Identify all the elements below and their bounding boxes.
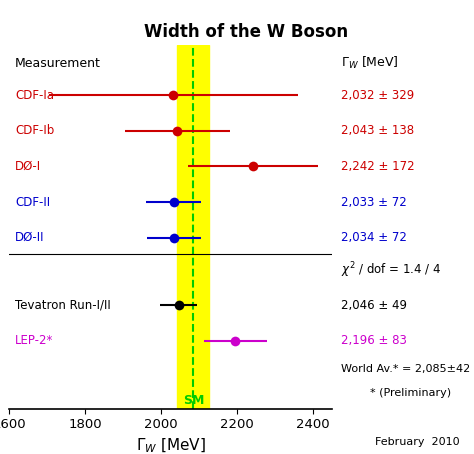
Text: DØ-II: DØ-II <box>15 231 45 244</box>
X-axis label: $\Gamma_W$ [MeV]: $\Gamma_W$ [MeV] <box>136 437 206 454</box>
Text: DØ-I: DØ-I <box>15 160 41 173</box>
Text: World Av.* = 2,085±42: World Av.* = 2,085±42 <box>341 365 471 375</box>
Text: February  2010: February 2010 <box>375 437 460 447</box>
Text: 2,034 ± 72: 2,034 ± 72 <box>341 231 407 244</box>
Text: * (Preliminary): * (Preliminary) <box>370 388 451 398</box>
Text: LEP-2*: LEP-2* <box>15 335 54 347</box>
Text: $\chi^2$ / dof = 1.4 / 4: $\chi^2$ / dof = 1.4 / 4 <box>341 260 441 280</box>
Text: SM: SM <box>182 394 204 407</box>
Text: $\Gamma_W$ [MeV]: $\Gamma_W$ [MeV] <box>341 55 399 71</box>
Text: 2,242 ± 172: 2,242 ± 172 <box>341 160 415 173</box>
Text: 2,032 ± 329: 2,032 ± 329 <box>341 89 415 102</box>
Text: 2,196 ± 83: 2,196 ± 83 <box>341 335 407 347</box>
Text: 2,033 ± 72: 2,033 ± 72 <box>341 196 407 208</box>
Text: CDF-Ib: CDF-Ib <box>15 124 55 138</box>
Text: Measurement: Measurement <box>15 57 101 70</box>
Bar <box>177 45 210 409</box>
Text: 2,046 ± 49: 2,046 ± 49 <box>341 299 407 312</box>
Text: CDF-II: CDF-II <box>15 196 50 208</box>
Text: 2,043 ± 138: 2,043 ± 138 <box>341 124 414 138</box>
Text: CDF-Ia: CDF-Ia <box>15 89 54 102</box>
Title: Width of the W Boson: Width of the W Boson <box>145 23 348 41</box>
Text: Tevatron Run-I/II: Tevatron Run-I/II <box>15 299 111 312</box>
